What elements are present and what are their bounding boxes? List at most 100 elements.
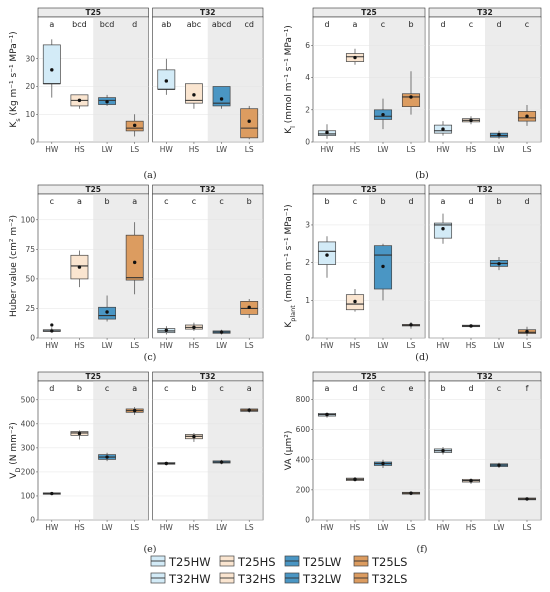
y-tick-label: 0 xyxy=(305,516,310,525)
significance-letter: c xyxy=(381,20,385,29)
mean-point xyxy=(164,79,169,83)
box-T25HW: d HW xyxy=(42,384,61,532)
y-axis-label-main: K xyxy=(284,321,294,328)
significance-letter: bcd xyxy=(100,20,115,29)
y-tick-label: 2 xyxy=(305,105,310,114)
box-T32LS: d LS xyxy=(517,197,537,350)
x-tick-label: HW xyxy=(320,341,334,350)
box-T32LS: c LS xyxy=(517,20,537,154)
x-tick-label: LS xyxy=(407,523,416,532)
x-tick-label: HW xyxy=(160,145,174,154)
facet-T32: T32 a HW d HS b LW d LS xyxy=(428,184,542,350)
y-tick-label: 100 xyxy=(21,491,36,500)
facet-strip-label: T32 xyxy=(200,185,216,194)
mean-point xyxy=(381,461,385,466)
y-axis-label: Huber value (cm² m⁻²) xyxy=(9,215,19,317)
box-T25HW: c HW xyxy=(42,197,61,350)
legend-item: T32HW xyxy=(150,572,211,586)
legend-item: T32LW xyxy=(284,572,341,586)
significance-letter: d xyxy=(132,20,137,29)
box-T25LW: c LW xyxy=(373,384,393,532)
significance-letter: d xyxy=(49,384,54,393)
significance-letter: a xyxy=(441,197,446,206)
box-T32HW: d HW xyxy=(433,20,453,154)
mean-point xyxy=(381,264,385,269)
legend-label: T32HW xyxy=(168,572,211,586)
mean-point xyxy=(219,460,224,464)
box-iqr xyxy=(433,222,453,239)
shaded-region xyxy=(207,381,263,520)
box-iqr xyxy=(317,241,337,265)
y-axis-label-sub: s xyxy=(14,118,22,122)
mean-point xyxy=(469,324,473,328)
box-T25LW: bcd LW xyxy=(98,20,116,154)
box-iqr xyxy=(42,44,61,85)
box-T32HW: c HW xyxy=(157,384,176,532)
mean-point xyxy=(77,265,82,269)
mean-point xyxy=(469,118,473,122)
facet-T32: T32 ab HW abc HS abcd LW cd LS xyxy=(152,7,264,154)
y-tick-label: 400 xyxy=(21,419,36,428)
mean-point xyxy=(132,260,137,265)
significance-letter: b xyxy=(77,384,82,393)
significance-letter: bcd xyxy=(72,20,87,29)
facet-strip-label: T25 xyxy=(361,185,377,194)
box-T25HW: d HW xyxy=(317,20,337,154)
mean-point xyxy=(497,262,501,266)
mean-point xyxy=(441,227,445,231)
significance-letter: abc xyxy=(187,20,201,29)
y-tick-label: 800 xyxy=(296,395,311,404)
mean-point xyxy=(132,408,137,413)
x-tick-label: LW xyxy=(216,523,227,532)
x-tick-label: LS xyxy=(523,341,532,350)
box-T32HS: c HS xyxy=(185,197,203,350)
legend-item: T32HS xyxy=(219,572,276,586)
y-tick-label: 20 xyxy=(25,82,35,91)
x-tick-label: LS xyxy=(407,145,416,154)
x-tick-label: HS xyxy=(74,145,85,154)
x-tick-label: LS xyxy=(245,523,254,532)
mean-point xyxy=(105,100,109,104)
mean-point xyxy=(441,449,445,453)
x-tick-label: LS xyxy=(523,145,532,154)
mean-point xyxy=(50,329,54,333)
box-T32HW: a HW xyxy=(433,197,453,350)
significance-letter: c xyxy=(381,384,385,393)
x-tick-label: LW xyxy=(494,145,505,154)
x-tick-label: LS xyxy=(245,145,254,154)
box-T25LW: c LW xyxy=(98,384,116,532)
mean-point xyxy=(132,123,137,128)
y-tick-label: 300 xyxy=(21,443,36,452)
y-tick-label: 0 xyxy=(305,334,310,343)
facet-strip-label: T32 xyxy=(200,372,216,381)
significance-letter: e xyxy=(409,384,414,393)
y-tick-label: 200 xyxy=(296,485,311,494)
mean-point xyxy=(409,491,413,495)
box-T32LW: c LW xyxy=(212,197,231,350)
box-T32HS: d HS xyxy=(461,197,481,350)
legend-item: T32LS xyxy=(353,572,407,586)
facet-T25: T25 a HW bcd HS bcd LW d LS xyxy=(37,7,149,154)
mean-point xyxy=(219,97,224,101)
box-iqr xyxy=(125,234,144,281)
facet-strip-label: T32 xyxy=(200,8,216,17)
shaded-region xyxy=(207,194,263,338)
x-tick-label: LW xyxy=(378,523,389,532)
y-axis-label-main: V xyxy=(9,472,19,479)
x-tick-label: HS xyxy=(74,341,85,350)
facet-T25: T25 d HW b HS c LW a LS xyxy=(37,371,149,532)
mean-point xyxy=(381,112,385,117)
mean-point xyxy=(353,477,357,482)
significance-letter: d xyxy=(324,20,329,29)
mean-point xyxy=(325,253,329,257)
mean-point xyxy=(441,127,445,131)
legend-item: T25HW xyxy=(150,555,211,569)
y-tick-label: 500 xyxy=(21,395,36,404)
x-tick-label: HW xyxy=(320,145,334,154)
mean-point xyxy=(164,461,169,466)
shaded-region xyxy=(93,381,149,520)
y-tick-label: 200 xyxy=(21,467,36,476)
